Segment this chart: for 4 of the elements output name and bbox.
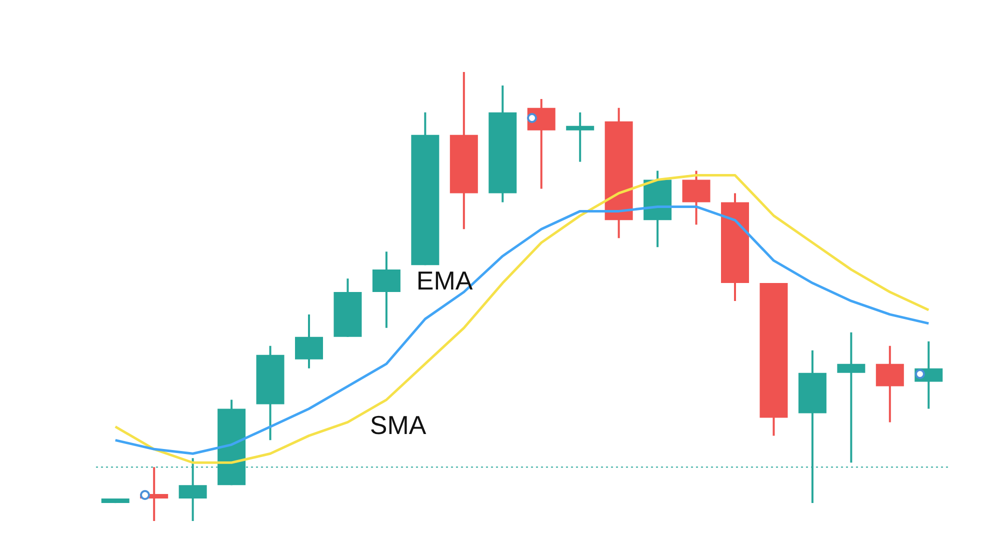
series-label: SMA — [370, 410, 427, 440]
candlestick — [837, 331, 866, 464]
candlestick — [566, 111, 594, 163]
series-label: EMA — [416, 266, 474, 296]
